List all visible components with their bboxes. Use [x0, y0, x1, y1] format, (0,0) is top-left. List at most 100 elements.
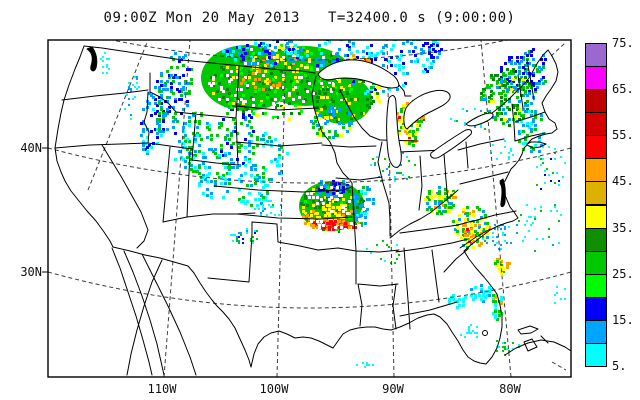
echo-pixel [342, 210, 345, 213]
echo-pixel [164, 82, 167, 85]
echo-pixel [498, 248, 500, 250]
echo-pixel [342, 186, 345, 189]
echo-pixel [532, 58, 535, 61]
echo-pixel [238, 104, 241, 107]
echo-pixel [500, 96, 503, 99]
echo-pixel [508, 56, 511, 59]
echo-pixel [270, 160, 273, 163]
echo-pixel [542, 64, 545, 67]
echo-pixel [162, 110, 165, 113]
echo-pixel [250, 184, 253, 187]
echo-pixel [464, 234, 467, 237]
echo-pixel [338, 196, 341, 199]
echo-pixel [268, 88, 271, 91]
echo-pixel [226, 88, 229, 91]
echo-pixel [330, 182, 333, 185]
echo-pixel [370, 102, 373, 105]
echo-pixel [248, 78, 251, 81]
echo-pixel [310, 120, 313, 123]
echo-pixel [530, 50, 533, 53]
echo-pixel [258, 80, 261, 83]
echo-pixel [554, 152, 556, 154]
echo-pixel [416, 128, 419, 131]
echo-pixel [342, 106, 345, 109]
echo-pixel [278, 48, 281, 51]
echo-pixel [346, 202, 349, 205]
echo-pixel [280, 104, 283, 107]
echo-pixel [266, 184, 269, 187]
echo-pixel [472, 330, 474, 332]
echo-pixel [500, 102, 503, 105]
echo-pixel [480, 218, 483, 221]
echo-pixel [180, 90, 183, 93]
echo-pixel [304, 212, 307, 215]
echo-pixel [222, 154, 225, 157]
echo-pixel [322, 92, 325, 95]
echo-pixel [516, 84, 519, 87]
echo-pixel [268, 200, 270, 202]
echo-pixel [318, 116, 321, 119]
echo-pixel [376, 86, 379, 89]
echo-pixel [556, 172, 558, 174]
echo-pixel [444, 206, 447, 209]
echo-pixel [338, 206, 341, 209]
echo-pixel [240, 234, 242, 236]
echo-pixel [456, 232, 459, 235]
echo-pixel [226, 172, 229, 175]
echo-pixel [260, 138, 263, 141]
echo-pixel [434, 194, 437, 197]
echo-pixel [488, 110, 491, 113]
echo-pixel [308, 216, 311, 219]
echo-pixel [296, 70, 299, 73]
echo-pixel [236, 66, 239, 69]
echo-pixel [240, 54, 243, 57]
echo-pixel [160, 98, 163, 101]
echo-pixel [332, 88, 335, 91]
echo-pixel [442, 204, 445, 207]
echo-pixel [526, 54, 529, 57]
echo-pixel [564, 162, 566, 164]
echo-pixel [492, 116, 495, 119]
echo-pixel [318, 192, 321, 195]
echo-pixel [526, 72, 529, 75]
mexico-coastlines [111, 247, 197, 376]
echo-pixel [348, 112, 351, 115]
echo-pixel [130, 118, 132, 120]
echo-pixel [536, 82, 539, 85]
echo-pixel [264, 168, 267, 171]
echo-pixel [254, 176, 257, 179]
echo-pixel [250, 240, 252, 242]
echo-pixel [420, 118, 423, 121]
echo-pixel [500, 260, 503, 263]
echo-pixel [264, 208, 266, 210]
echo-pixel [462, 108, 464, 110]
echo-pixel [262, 176, 265, 179]
echo-pixel [312, 210, 315, 213]
echo-pixel [326, 202, 329, 205]
echo-pixel [482, 228, 485, 231]
echo-pixel [468, 330, 470, 332]
echo-pixel [254, 42, 257, 45]
echo-pixel [158, 130, 161, 133]
echo-pixel [534, 110, 537, 113]
echo-pixel [330, 186, 333, 189]
echo-pixel [252, 242, 254, 244]
echo-pixel [472, 240, 475, 243]
echo-pixel [220, 176, 223, 179]
echo-pixel [352, 56, 355, 59]
echo-pixel [492, 298, 495, 301]
echo-pixel [172, 120, 175, 123]
echo-pixel [498, 86, 501, 89]
echo-pixel [324, 208, 327, 211]
echo-pixel [262, 138, 265, 141]
echo-pixel [202, 174, 205, 177]
echo-pixel [476, 220, 479, 223]
echo-pixel [320, 182, 323, 185]
echo-pixel [232, 162, 235, 165]
echo-pixel [294, 44, 297, 47]
echo-pixel [324, 214, 327, 217]
echo-pixel [262, 204, 264, 206]
echo-pixel [262, 58, 265, 61]
echo-pixel [488, 286, 491, 289]
echo-pixel [526, 86, 529, 89]
